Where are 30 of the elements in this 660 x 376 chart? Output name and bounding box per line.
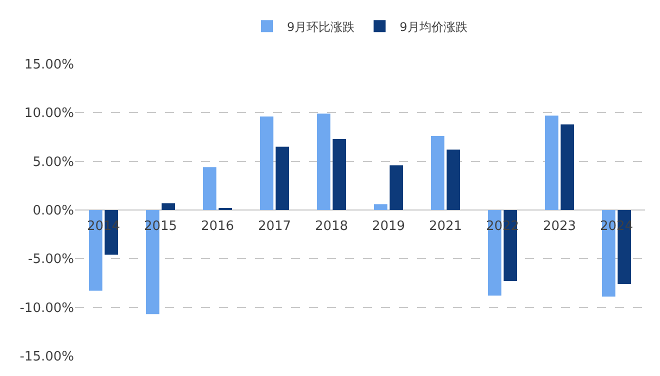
- legend-label: 9月环比涨跌: [287, 20, 355, 34]
- bar: [317, 114, 330, 210]
- bar: [332, 138, 346, 210]
- y-tick-label: 10.00%: [24, 106, 74, 122]
- legend-label: 9月均价涨跌: [400, 20, 468, 34]
- x-tick-label: 2024: [600, 219, 634, 234]
- bar: [374, 204, 388, 210]
- y-tick-label: -10.00%: [20, 300, 74, 316]
- bar: [390, 165, 403, 210]
- bar: [560, 124, 574, 210]
- bar: [431, 136, 444, 210]
- x-tick-label: 2016: [200, 219, 234, 234]
- x-tick-label: 2023: [542, 219, 576, 234]
- x-tick-label: 2017: [258, 219, 292, 234]
- x-tick-label: 2021: [428, 219, 462, 234]
- y-tick-label: 5.00%: [32, 154, 74, 170]
- x-tick-label: 2018: [314, 219, 348, 234]
- bar: [162, 203, 175, 210]
- x-tick-label: 2019: [372, 219, 406, 234]
- bar: [276, 146, 289, 210]
- bar: [203, 167, 216, 210]
- bar: [446, 150, 460, 210]
- y-tick-label: -15.00%: [20, 350, 74, 365]
- y-tick-label: 0.00%: [32, 204, 74, 219]
- bar: [545, 116, 558, 210]
- x-tick-label: 2022: [486, 219, 520, 234]
- bar: [260, 116, 274, 210]
- y-tick-label: -5.00%: [28, 252, 74, 268]
- x-tick-label: 2014: [86, 219, 120, 234]
- y-tick-label: 15.00%: [24, 58, 74, 73]
